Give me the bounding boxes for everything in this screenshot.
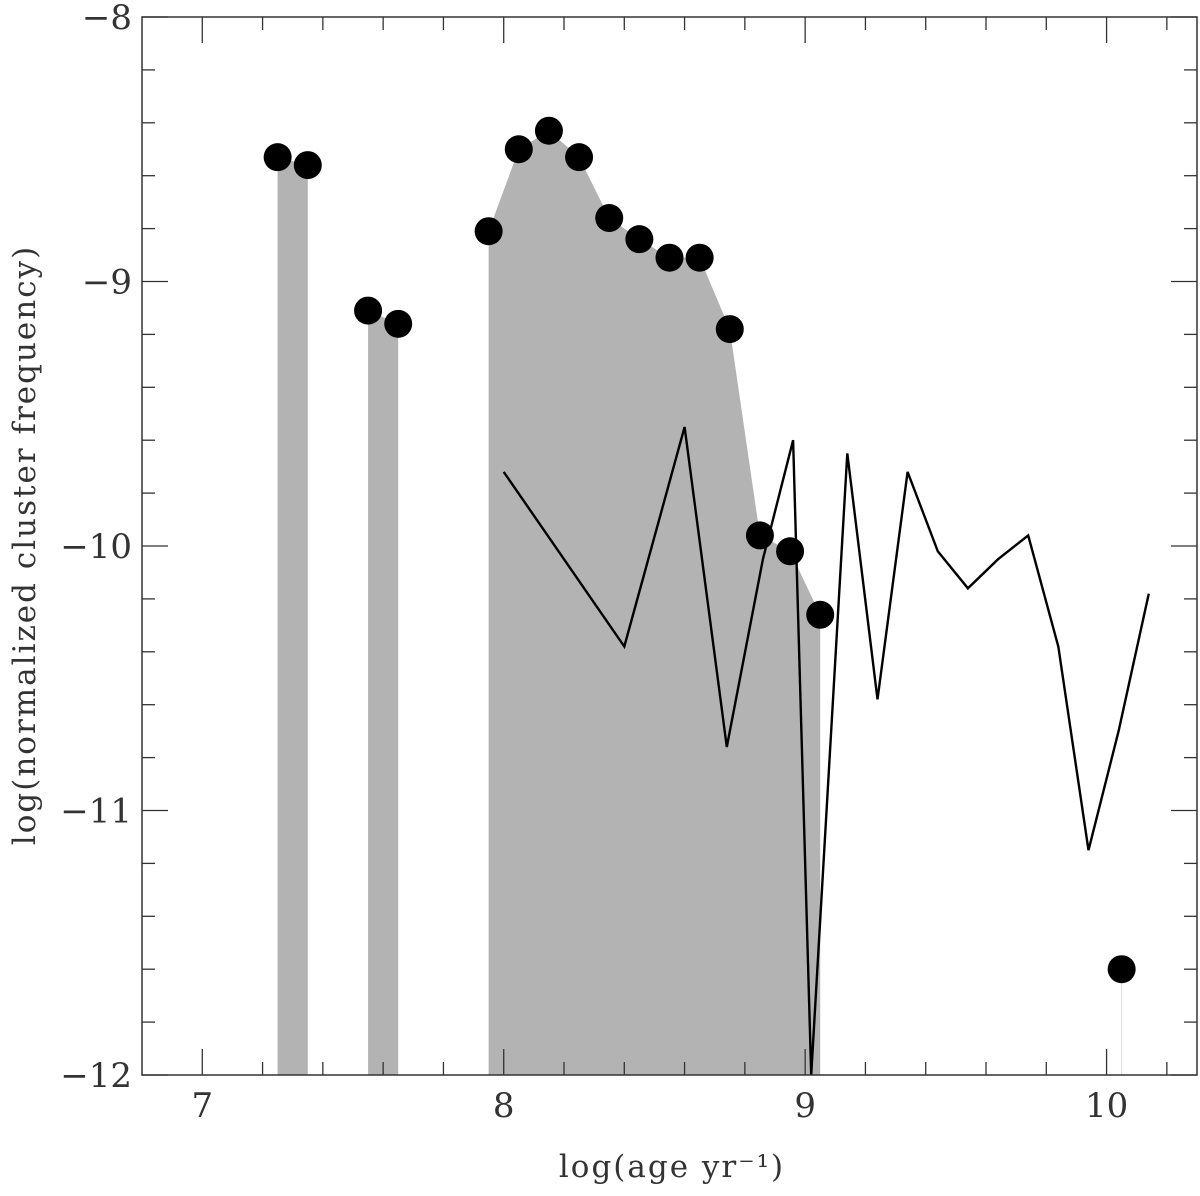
ticks-group [142, 16, 1197, 1076]
data-point [293, 151, 322, 180]
data-point [474, 217, 503, 246]
x-tick-label: 8 [493, 1086, 515, 1126]
y-tick-label: −8 [82, 0, 132, 38]
points-group [263, 116, 1136, 984]
data-point [504, 135, 533, 164]
x-tick-label: 10 [1085, 1086, 1128, 1126]
shaded-area-segment [368, 310, 399, 1076]
data-point [384, 309, 413, 338]
x-tick-label: 9 [794, 1086, 816, 1126]
line-series-group [502, 426, 1150, 1076]
shaded-area-group [277, 130, 1123, 1076]
data-point [1107, 955, 1136, 984]
data-point [263, 143, 292, 172]
y-tick-label: −10 [60, 527, 132, 567]
tick-labels-group: 7 8 9 10 −8 −9 −10 −11 −12 [60, 0, 1128, 1126]
y-tick-label: −9 [82, 263, 132, 303]
data-point [655, 243, 684, 272]
x-tick-label: 7 [191, 1086, 213, 1126]
shaded-area-segment [277, 157, 308, 1075]
shaded-area-segment [488, 130, 821, 1075]
data-point [354, 296, 383, 325]
line-series [502, 426, 1150, 1076]
data-point [565, 143, 594, 172]
y-tick-label: −11 [60, 792, 132, 832]
data-point [776, 537, 805, 566]
data-point [595, 204, 624, 233]
x-axis-title: log(age yr⁻¹) [559, 1149, 785, 1185]
data-point [806, 600, 835, 629]
data-point [534, 116, 563, 145]
data-point [625, 225, 654, 254]
y-axis-title: log(normalized cluster frequency) [7, 245, 43, 845]
y-tick-label: −12 [60, 1056, 132, 1096]
data-point [685, 243, 714, 272]
data-point [715, 315, 744, 344]
data-point [745, 521, 774, 550]
